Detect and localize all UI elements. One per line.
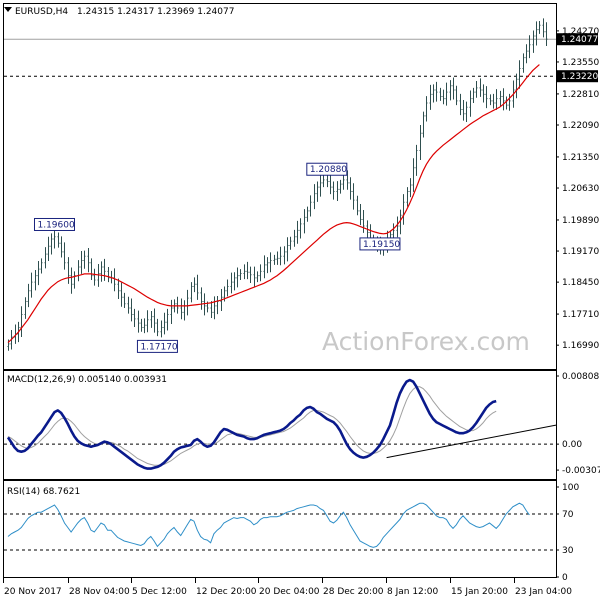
macd-panel-frame [3, 370, 557, 480]
time-axis: 20 Nov 2017 28 Nov 04:00 5 Dec 12:00 12 Dec… [3, 578, 572, 597]
price-tick-label: 1.17710 [562, 310, 599, 320]
macd-label: MACD(12,26,9) 0.005140 0.003931 [7, 375, 167, 385]
macd-tick-label: 0.00808 [562, 372, 599, 382]
price-tick-label: 1.19170 [562, 247, 599, 257]
watermark: ActionForex.com [322, 327, 530, 356]
price-tick-label: 1.23550 [562, 58, 599, 68]
macd-line [6, 378, 497, 470]
macd-tick-label: -0.003078 [562, 466, 600, 476]
candlestick-series [7, 18, 548, 351]
price-tick-label: 1.22810 [562, 90, 599, 100]
price-tick-label: 1.20630 [562, 184, 599, 194]
price-callouts: 1.19600 1.17170 1.20880 1.19150 [33, 162, 401, 353]
time-tick-label: 5 Dec 12:00 [132, 587, 187, 597]
chart-ohlc: 1.24315 1.24317 1.23969 1.24077 [77, 7, 234, 17]
price-callout-label: 1.19600 [37, 220, 74, 230]
time-tick-label: 8 Jan 12:00 [387, 587, 439, 597]
rsi-tick-label: 30 [562, 546, 574, 556]
price-tick-label: 1.21350 [562, 153, 599, 163]
price-tick-label: 1.18450 [562, 278, 599, 288]
chart-symbol: EURUSD,H4 [15, 7, 68, 17]
price-axis: 1.24270 1.23550 1.22810 1.22090 1.21350 1.206… [556, 27, 599, 351]
time-tick-label: 20 Nov 2017 [4, 587, 62, 597]
rsi-level-lines [4, 513, 556, 551]
rsi-label: RSI(14) 68.7621 [7, 487, 80, 497]
moving-average-line [7, 64, 540, 344]
time-tick-label: 28 Dec 20:00 [323, 587, 384, 597]
rsi-panel-frame [3, 480, 557, 578]
time-tick-label: 23 Jan 04:00 [515, 587, 572, 597]
macd-axis: 0.00808 0.00 -0.003078 [556, 372, 600, 476]
current-price-box [557, 33, 598, 46]
rsi-axis: 100 70 30 0 [556, 483, 579, 583]
current-price-label: 1.24077 [561, 35, 598, 45]
price-callout-box [306, 162, 348, 176]
price-callout-box [359, 237, 401, 251]
price-panel-frame [3, 3, 557, 370]
price-tick-label: 1.19890 [562, 216, 599, 226]
price-tick-label: 1.22090 [562, 121, 599, 131]
rsi-tick-label: 100 [562, 483, 579, 493]
macd-tick-label: 0.00 [562, 440, 582, 450]
time-tick-label: 12 Dec 20:00 [196, 587, 257, 597]
rsi-tick-label: 70 [562, 510, 574, 520]
rsi-line [7, 502, 530, 548]
level-price-label: 1.23220 [561, 72, 598, 82]
time-tick-label: 15 Jan 20:00 [451, 587, 508, 597]
time-tick-label: 20 Dec 04:00 [259, 587, 320, 597]
price-callout-label: 1.17170 [140, 342, 177, 352]
macd-trendline [386, 424, 557, 459]
price-callout-label: 1.19150 [363, 240, 400, 250]
macd-signal-line [7, 386, 497, 466]
price-tick-label: 1.24270 [562, 27, 599, 37]
time-tick-label: 28 Nov 04:00 [69, 587, 130, 597]
price-callout-box [33, 217, 75, 231]
collapse-triangle-icon[interactable] [4, 7, 12, 12]
price-reference-lines: 1.24077 1.23220 [4, 33, 598, 83]
price-tick-label: 1.16990 [562, 341, 599, 351]
price-callout-label: 1.20880 [310, 165, 347, 175]
price-callout-box [136, 339, 178, 353]
rsi-tick-label: 0 [562, 573, 568, 583]
level-price-box [557, 70, 598, 83]
